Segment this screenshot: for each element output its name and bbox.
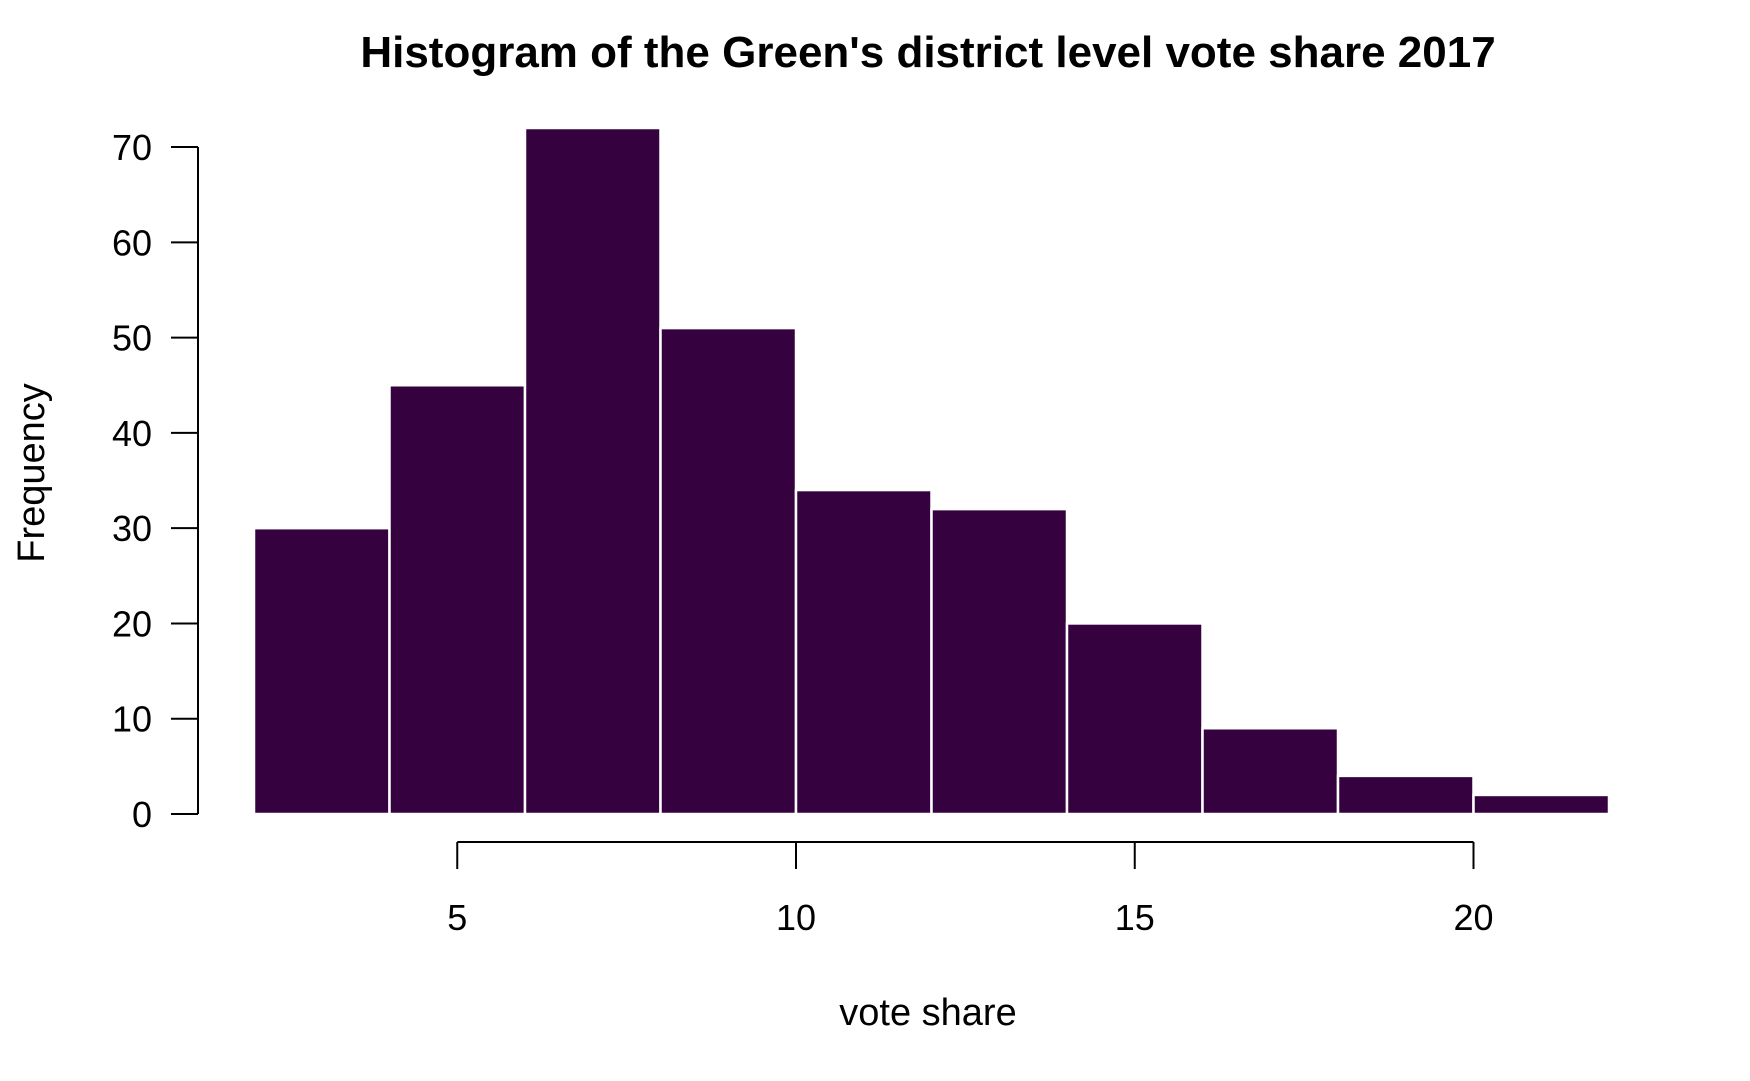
y-axis: 0 10 20 30 40 50 60 70 (112, 127, 199, 835)
y-tick-label: 40 (112, 413, 152, 454)
y-tick-label: 60 (112, 222, 152, 263)
x-axis-title: vote share (839, 992, 1016, 1034)
histogram-bar (388, 384, 527, 816)
y-tick-label: 50 (112, 318, 152, 359)
y-tick-label: 30 (112, 508, 152, 549)
histogram-bar (930, 507, 1069, 816)
histogram-bar (794, 488, 933, 816)
histogram-bar (1201, 727, 1340, 816)
histogram-bar (1472, 793, 1611, 816)
histogram-bar (523, 126, 662, 816)
y-tick-label: 0 (132, 794, 152, 835)
x-tick-label: 10 (776, 897, 816, 938)
y-tick-label: 10 (112, 699, 152, 740)
x-tick-label: 5 (447, 897, 467, 938)
y-tick-label: 20 (112, 603, 152, 644)
chart-title: Histogram of the Green's district level … (360, 28, 1495, 77)
histogram-bar (659, 326, 798, 816)
histogram-bar (1065, 622, 1204, 816)
x-tick-label: 20 (1453, 897, 1493, 938)
x-axis: 5 10 15 20 (447, 841, 1494, 938)
y-tick-label: 70 (112, 127, 152, 168)
histogram-bar (1336, 774, 1475, 816)
histogram-bar (252, 526, 391, 816)
x-tick-label: 15 (1115, 897, 1155, 938)
bars-group (252, 126, 1611, 816)
y-axis-title: Frequency (11, 383, 53, 563)
